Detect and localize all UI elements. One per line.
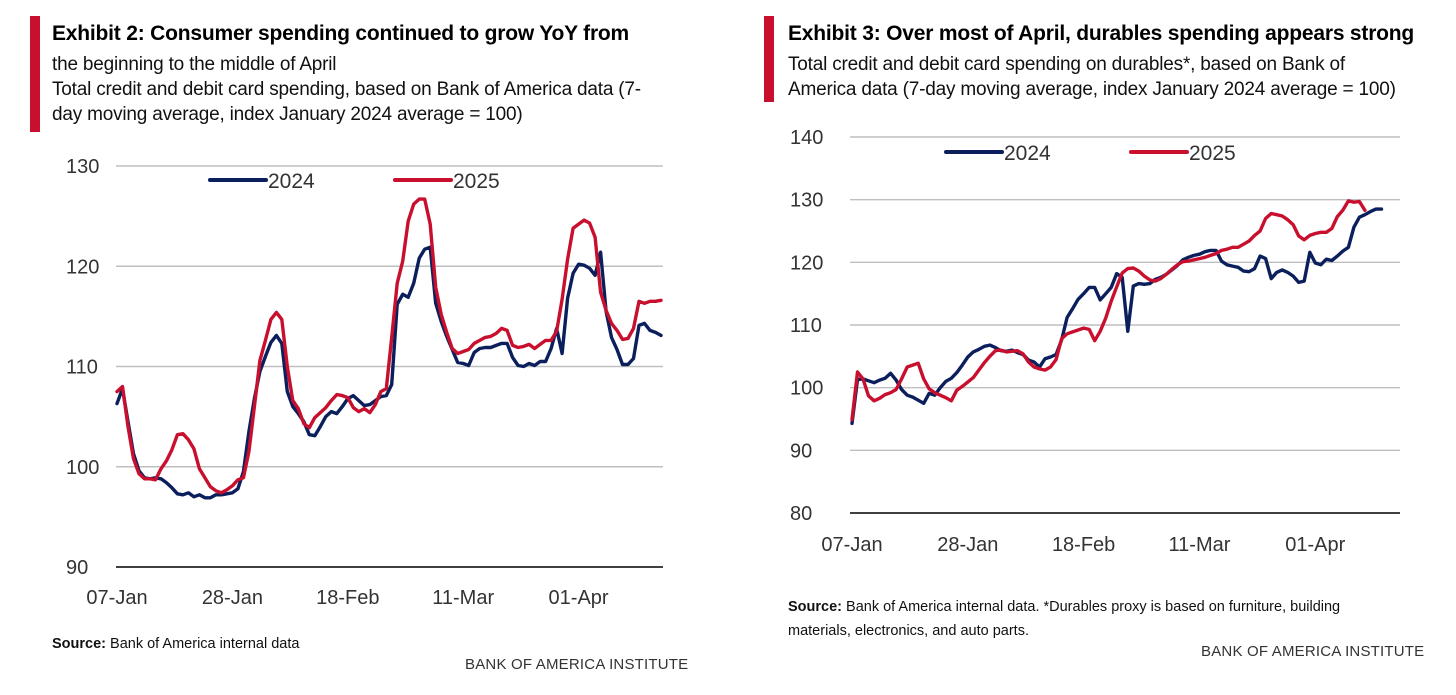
y-tick-label: 80 [790, 503, 812, 525]
series-line-2025 [850, 199, 1367, 422]
exhibit-3-subtitle: Total credit and debit card spending on … [788, 54, 1396, 100]
legend-label-2025: 2025 [1189, 142, 1236, 165]
x-tick-label: 18-Feb [1052, 534, 1115, 556]
exhibit-3-source: Source: Bank of America internal data. *… [788, 595, 1388, 643]
y-tick-label: 120 [66, 256, 99, 278]
legend-label-2024: 2024 [1004, 142, 1051, 165]
y-tick-label: 110 [66, 357, 98, 379]
x-tick-label: 28-Jan [937, 534, 998, 556]
exhibit-accent-bar [30, 16, 40, 132]
x-tick-label: 11-Mar [1169, 534, 1231, 556]
source-label: Source: [788, 599, 842, 615]
y-tick-label: 140 [790, 127, 823, 149]
exhibit-3-title: Exhibit 3: Over most of April, durables … [788, 22, 1415, 45]
exhibit-2-source: Source: Bank of America internal data [52, 632, 652, 656]
exhibit-2-panel: Exhibit 2: Consumer spending continued t… [0, 0, 700, 695]
x-tick-label: 11-Mar [432, 587, 494, 609]
legend-label-2024: 2024 [268, 170, 315, 193]
exhibit-2-subtitle: the beginning to the middle of April Tot… [52, 54, 641, 125]
y-tick-label: 90 [66, 557, 88, 579]
exhibit-3-panel: Exhibit 3: Over most of April, durables … [740, 0, 1456, 695]
legend-label-2025: 2025 [453, 170, 500, 193]
series-line-2025 [115, 197, 663, 495]
x-tick-label: 07-Jan [86, 587, 147, 609]
y-tick-label: 120 [790, 252, 823, 274]
y-tick-label: 110 [790, 315, 822, 337]
exhibit-2-title: Exhibit 2: Consumer spending continued t… [52, 22, 630, 45]
exhibit-2-chart: 90 100 110 120 130 07-Jan 28-Jan 18-Feb 11-Mar 01… [66, 156, 663, 609]
series-line-2024 [115, 245, 663, 500]
y-tick-label: 130 [66, 156, 99, 178]
brand-footer: BANK OF AMERICA INSTITUTE [1201, 643, 1425, 660]
source-label: Source: [52, 636, 106, 652]
exhibit-3-chart: 80 90 100 110 120 130 140 07-Jan 28-Jan 18-Feb 11-… [790, 127, 1400, 556]
series-line-2024 [850, 207, 1384, 426]
y-tick-label: 90 [790, 440, 812, 462]
y-tick-label: 100 [66, 457, 99, 479]
x-tick-label: 18-Feb [316, 587, 379, 609]
source-text: Bank of America internal data. *Durables… [788, 599, 1341, 639]
x-tick-label: 01-Apr [549, 587, 609, 609]
y-tick-label: 130 [790, 190, 823, 212]
x-tick-label: 07-Jan [821, 534, 882, 556]
brand-footer: BANK OF AMERICA INSTITUTE [465, 656, 689, 673]
x-tick-label: 28-Jan [202, 587, 263, 609]
x-tick-label: 01-Apr [1285, 534, 1345, 556]
exhibit-accent-bar [764, 16, 774, 102]
y-tick-label: 100 [790, 378, 823, 400]
source-text: Bank of America internal data [106, 636, 300, 652]
